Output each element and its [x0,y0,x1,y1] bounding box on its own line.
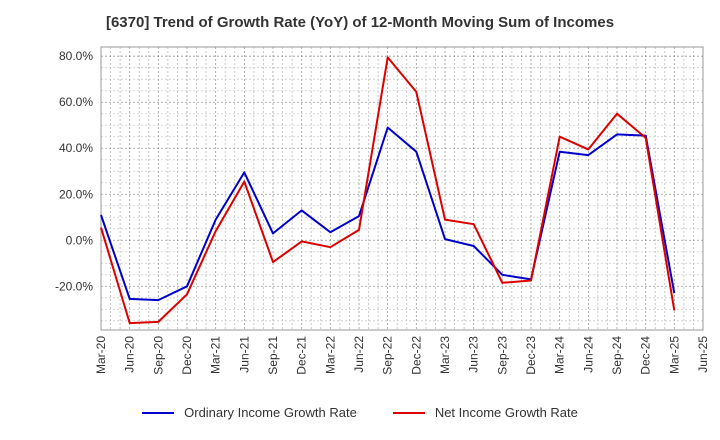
x-tick-label: Jun-25 [696,336,710,373]
legend-item-ordinary-income: Ordinary Income Growth Rate [142,405,357,420]
y-tick-label: 20.0% [59,187,93,201]
series-lines [100,56,676,325]
x-tick-label: Jun-20 [123,336,137,373]
legend-swatch-net-income [392,411,425,414]
y-tick-label: 80.0% [59,49,93,63]
x-tick-label: Dec-24 [639,336,653,375]
y-axis-ticks: 80.0% 60.0% 40.0% 20.0% 0.0% -20.0% [55,49,93,293]
x-tick-label: Dec-22 [409,336,423,375]
y-tick-label: -20.0% [55,279,93,293]
series-line-net-income [100,56,676,325]
x-tick-label: Sep-23 [495,336,509,375]
y-tick-label: 0.0% [66,233,94,247]
x-tick-label: Mar-21 [209,336,223,374]
x-tick-label: Sep-20 [151,336,165,375]
x-tick-label: Mar-24 [553,336,567,374]
x-tick-label: Jun-21 [237,336,251,373]
legend-item-net-income: Net Income Growth Rate [392,405,578,420]
x-tick-label: Jun-22 [352,336,366,373]
legend-swatch-ordinary-income [142,411,175,414]
x-axis-ticks: Mar-20 Jun-20 Sep-20 Dec-20 Mar-21 Jun-21 Sep-… [94,336,710,375]
legend: Ordinary Income Growth Rate Net Income G… [0,405,720,420]
x-tick-label: Mar-23 [438,336,452,374]
x-tick-label: Sep-21 [266,336,280,375]
x-tick-label: Mar-22 [323,336,337,374]
x-tick-label: Mar-20 [94,336,108,374]
y-tick-label: 60.0% [59,95,93,109]
chart-title: [6370] Trend of Growth Rate (YoY) of 12-… [105,14,615,31]
legend-label-net-income: Net Income Growth Rate [434,405,578,420]
x-tick-label: Dec-21 [295,336,309,375]
legend-label-ordinary-income: Ordinary Income Growth Rate [184,405,357,420]
x-tick-label: Jun-23 [467,336,481,373]
plot-area [100,46,704,331]
series-line-ordinary-income [100,126,676,302]
x-tick-label: Sep-22 [381,336,395,375]
x-tick-label: Jun-24 [581,336,595,373]
grid-lines [100,47,704,330]
x-tick-label: Sep-24 [610,336,624,375]
y-tick-label: 40.0% [59,141,93,155]
x-tick-label: Mar-25 [667,336,681,374]
x-tick-label: Dec-20 [180,336,194,375]
x-tick-label: Dec-23 [524,336,538,375]
